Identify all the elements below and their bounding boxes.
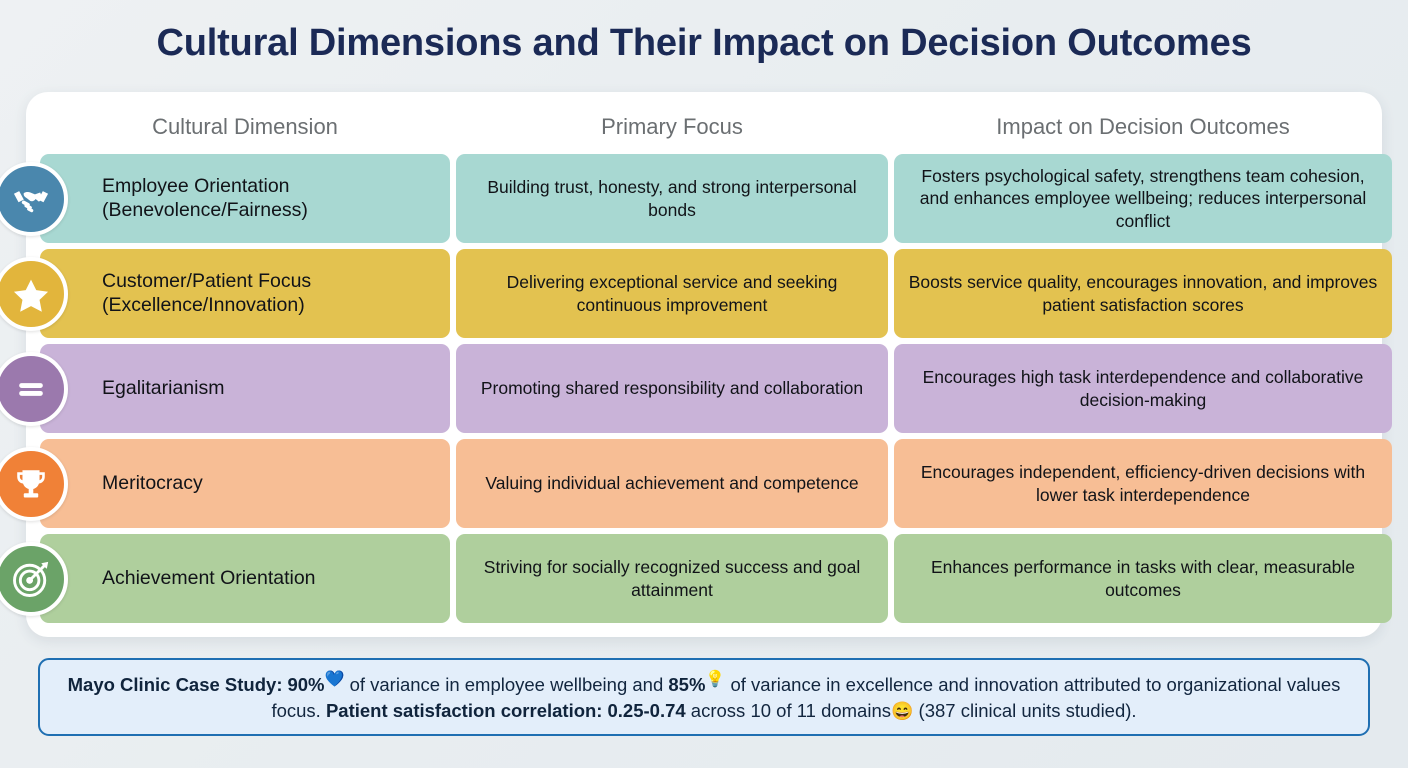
comparison-table-card: Cultural Dimension Primary Focus Impact …	[0, 92, 1392, 637]
correlation-label: Patient satisfaction correlation:	[325, 700, 603, 722]
text-innovation: of variance in excellence and innovation…	[271, 674, 1341, 722]
dimension-label: Egalitarianism	[102, 376, 225, 399]
text-units: (387 clinical units studied).	[913, 700, 1137, 722]
grinning-face-icon: 😄	[891, 701, 914, 722]
column-header-primary-focus: Primary Focus	[601, 114, 743, 139]
table-header-row: Cultural Dimension Primary Focus Impact …	[26, 92, 1382, 154]
stat-wellbeing: 90%	[287, 674, 325, 696]
table-row: Achievement Orientation Striving for soc…	[0, 534, 1392, 623]
dimension-label: Achievement Orientation	[102, 566, 316, 589]
table-row: Employee Orientation (Benevolence/Fairne…	[0, 154, 1392, 243]
cell-dimension: Meritocracy	[0, 439, 450, 528]
cell-dimension: Employee Orientation (Benevolence/Fairne…	[0, 154, 450, 243]
text-wellbeing: of variance in employee wellbeing and	[344, 674, 669, 696]
cell-impact: Enhances performance in tasks with clear…	[894, 534, 1392, 623]
cell-dimension: Achievement Orientation	[0, 534, 450, 623]
target-icon	[0, 541, 68, 616]
page-title: Cultural Dimensions and Their Impact on …	[156, 22, 1252, 64]
cell-impact: Fosters psychological safety, strengthen…	[894, 154, 1392, 243]
case-study-callout: Mayo Clinic Case Study: 90%💙 of variance …	[38, 658, 1370, 736]
trophy-icon	[0, 446, 68, 521]
cell-dimension: Egalitarianism	[0, 344, 450, 433]
table-row: Egalitarianism Promoting shared responsi…	[0, 344, 1392, 433]
table-row: Meritocracy Valuing individual achieveme…	[0, 439, 1392, 528]
dimension-label: Meritocracy	[102, 471, 203, 494]
cell-impact: Boosts service quality, encourages innov…	[894, 249, 1392, 338]
handshake-icon	[0, 161, 68, 236]
column-header-impact: Impact on Decision Outcomes	[996, 114, 1290, 139]
equals-icon	[0, 351, 68, 426]
cell-impact: Encourages high task interdependence and…	[894, 344, 1392, 433]
cell-primary-focus: Striving for socially recognized success…	[456, 534, 888, 623]
cell-impact: Encourages independent, efficiency-drive…	[894, 439, 1392, 528]
text-domains: across 10 of 11 domains	[685, 700, 891, 722]
dimension-label: Employee Orientation (Benevolence/Fairne…	[102, 174, 308, 221]
cell-primary-focus: Building trust, honesty, and strong inte…	[456, 154, 888, 243]
column-header-cultural-dimension: Cultural Dimension	[152, 114, 338, 139]
cell-primary-focus: Valuing individual achievement and compe…	[456, 439, 888, 528]
cell-primary-focus: Delivering exceptional service and seeki…	[456, 249, 888, 338]
dimension-label: Customer/Patient Focus (Excellence/Innov…	[102, 269, 312, 316]
light-bulb-icon: 💡	[705, 671, 726, 689]
case-study-label: Mayo Clinic Case Study:	[67, 674, 283, 696]
stat-correlation: 0.25-0.74	[607, 700, 686, 722]
table-row: Customer/Patient Focus (Excellence/Innov…	[0, 249, 1392, 338]
star-icon	[0, 256, 68, 331]
blue-heart-icon: 💙	[324, 671, 345, 689]
stat-innovation: 85%	[668, 674, 706, 696]
case-study-text: Mayo Clinic Case Study: 90%💙 of variance …	[58, 669, 1350, 725]
cell-dimension: Customer/Patient Focus (Excellence/Innov…	[0, 249, 450, 338]
cell-primary-focus: Promoting shared responsibility and coll…	[456, 344, 888, 433]
